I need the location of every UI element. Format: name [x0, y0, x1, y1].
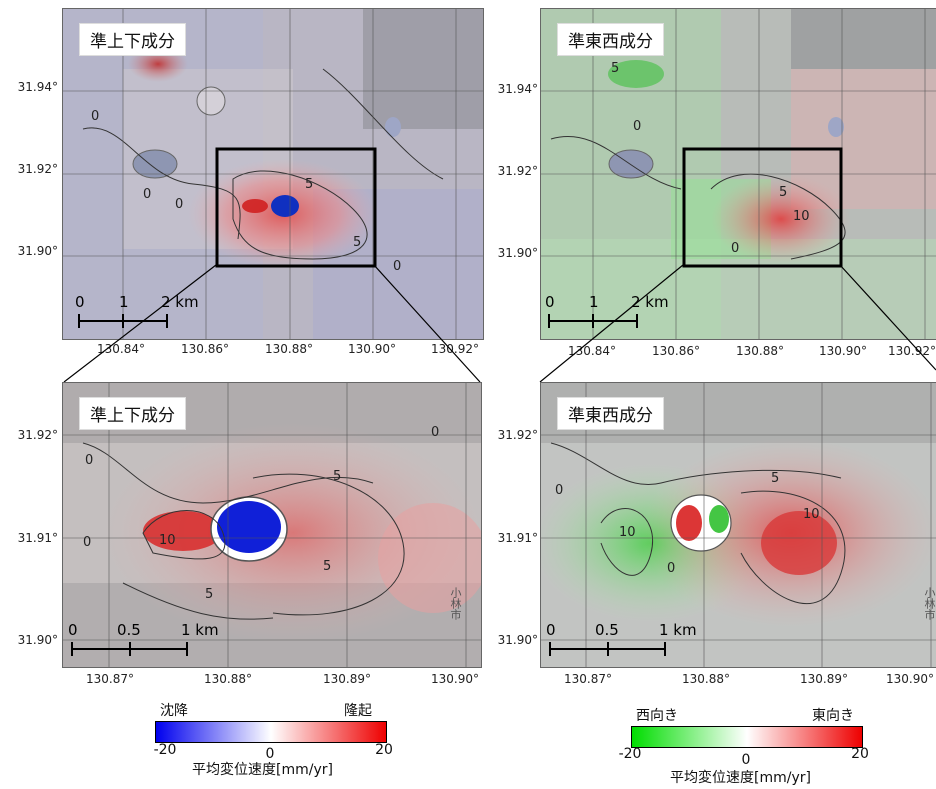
colorbar-gradient [631, 726, 863, 748]
contour-label: 10 [793, 209, 810, 224]
scale-label: 0.5 [117, 621, 141, 639]
map-eastwest-zoom: 準東西成分 0 10 5 10 0 小林市 0 0.5 1 km [540, 382, 936, 668]
lat-tick: 31.92° [497, 428, 538, 442]
lat-tick: 31.90° [497, 633, 538, 647]
colorbar-title: 平均変位速度[mm/yr] [192, 762, 333, 778]
map-eastwest-overview: 準東西成分 5 0 5 10 0 0 1 2 km [540, 8, 936, 340]
place-name: 小林市 [449, 587, 462, 620]
scale-label: 0 [545, 293, 555, 311]
lon-tick: 130.87° [564, 672, 612, 686]
panel-title: 準東西成分 [557, 397, 664, 430]
scale-bar: 0 0.5 1 km [546, 615, 697, 665]
colorbar-tick: -20 [618, 746, 642, 762]
lat-tick: 31.92° [17, 428, 58, 442]
lon-tick: 130.87° [86, 672, 134, 686]
panel-title: 準東西成分 [557, 23, 664, 56]
scale-bar: 0 0.5 1 km [68, 615, 219, 665]
lon-tick: 130.84° [568, 344, 616, 358]
colorbar-left-label: 沈降 [160, 703, 188, 719]
lat-tick: 31.92° [17, 162, 58, 176]
lon-tick: 130.89° [800, 672, 848, 686]
scale-bar: 0 1 2 km [75, 287, 199, 337]
map-vertical-overview: 準上下成分 0 0 0 5 5 0 0 1 2 km [62, 8, 484, 340]
zoom-extent-box [215, 147, 377, 268]
scale-label: 1 km [181, 621, 219, 639]
scale-label: 1 [119, 293, 129, 311]
scale-label: 2 km [161, 293, 199, 311]
lon-tick: 130.88° [736, 344, 784, 358]
scale-bar: 0 1 2 km [545, 287, 669, 337]
scale-label: 2 km [631, 293, 669, 311]
contour-label: 10 [159, 533, 176, 548]
lat-tick: 31.91° [17, 531, 58, 545]
scale-label: 1 km [659, 621, 697, 639]
contour-label: 0 [85, 453, 94, 468]
lon-tick: 130.84° [97, 342, 145, 356]
colorbar-tick: 0 [265, 746, 275, 762]
lon-tick: 130.88° [682, 672, 730, 686]
lon-tick: 130.90° [819, 344, 867, 358]
contour-label: 5 [771, 471, 780, 486]
colorbar-right-label: 東向き [812, 708, 854, 724]
contour-label: 0 [431, 425, 440, 440]
contour-label: 5 [353, 235, 362, 250]
scale-label: 1 [589, 293, 599, 311]
lat-tick: 31.91° [497, 531, 538, 545]
colorbar-gradient [155, 721, 387, 743]
colorbar-right-label: 隆起 [344, 703, 372, 719]
scale-label: 0 [68, 621, 78, 639]
contour-label: 5 [205, 587, 214, 602]
map-eastwest-zoom-image [541, 383, 936, 667]
contour-label: 5 [305, 177, 314, 192]
panel-title: 準上下成分 [79, 397, 186, 430]
contour-label: 0 [175, 197, 184, 212]
contour-label: 0 [83, 535, 92, 550]
lon-tick: 130.86° [181, 342, 229, 356]
zoom-extent-box [682, 147, 843, 268]
scale-label: 0 [75, 293, 85, 311]
contour-label: 0 [731, 241, 740, 256]
lat-tick: 31.92° [497, 164, 538, 178]
lon-tick: 130.86° [652, 344, 700, 358]
contour-label: 10 [619, 525, 636, 540]
scale-label: 0.5 [595, 621, 619, 639]
lon-tick: 130.89° [323, 672, 371, 686]
map-vertical-overview-image [63, 9, 483, 339]
lat-tick: 31.90° [17, 244, 58, 258]
contour-label: 5 [323, 559, 332, 574]
colorbar-tick: 20 [375, 742, 393, 758]
lat-tick: 31.94° [17, 80, 58, 94]
contour-label: 10 [803, 507, 820, 522]
contour-label: 0 [143, 187, 152, 202]
place-name: 小林市 [923, 587, 936, 620]
lat-tick: 31.90° [497, 246, 538, 260]
contour-label: 0 [393, 259, 402, 274]
lon-tick: 130.88° [204, 672, 252, 686]
lon-tick: 130.90° [348, 342, 396, 356]
contour-label: 0 [633, 119, 642, 134]
panel-title: 準上下成分 [79, 23, 186, 56]
scale-label: 0 [546, 621, 556, 639]
contour-label: 0 [555, 483, 564, 498]
map-vertical-zoom: 準上下成分 0 5 10 0 5 5 0 小林市 0 0.5 1 km [62, 382, 482, 668]
contour-label: 5 [611, 61, 620, 76]
contour-label: 5 [779, 185, 788, 200]
lon-tick: 130.90° [886, 672, 934, 686]
colorbar-title: 平均変位速度[mm/yr] [670, 770, 811, 786]
lon-tick: 130.90° [431, 672, 479, 686]
lon-tick: 130.92° [888, 344, 936, 358]
colorbar-left-label: 西向き [636, 708, 678, 724]
contour-label: 0 [91, 109, 100, 124]
contour-label: 0 [667, 561, 676, 576]
lat-tick: 31.94° [497, 82, 538, 96]
map-vertical-zoom-image [63, 383, 481, 667]
colorbar-tick: 0 [741, 752, 751, 768]
lon-tick: 130.92° [431, 342, 479, 356]
lat-tick: 31.90° [17, 633, 58, 647]
colorbar-tick: -20 [153, 742, 177, 758]
lon-tick: 130.88° [265, 342, 313, 356]
colorbar-tick: 20 [851, 746, 869, 762]
contour-label: 5 [333, 469, 342, 484]
